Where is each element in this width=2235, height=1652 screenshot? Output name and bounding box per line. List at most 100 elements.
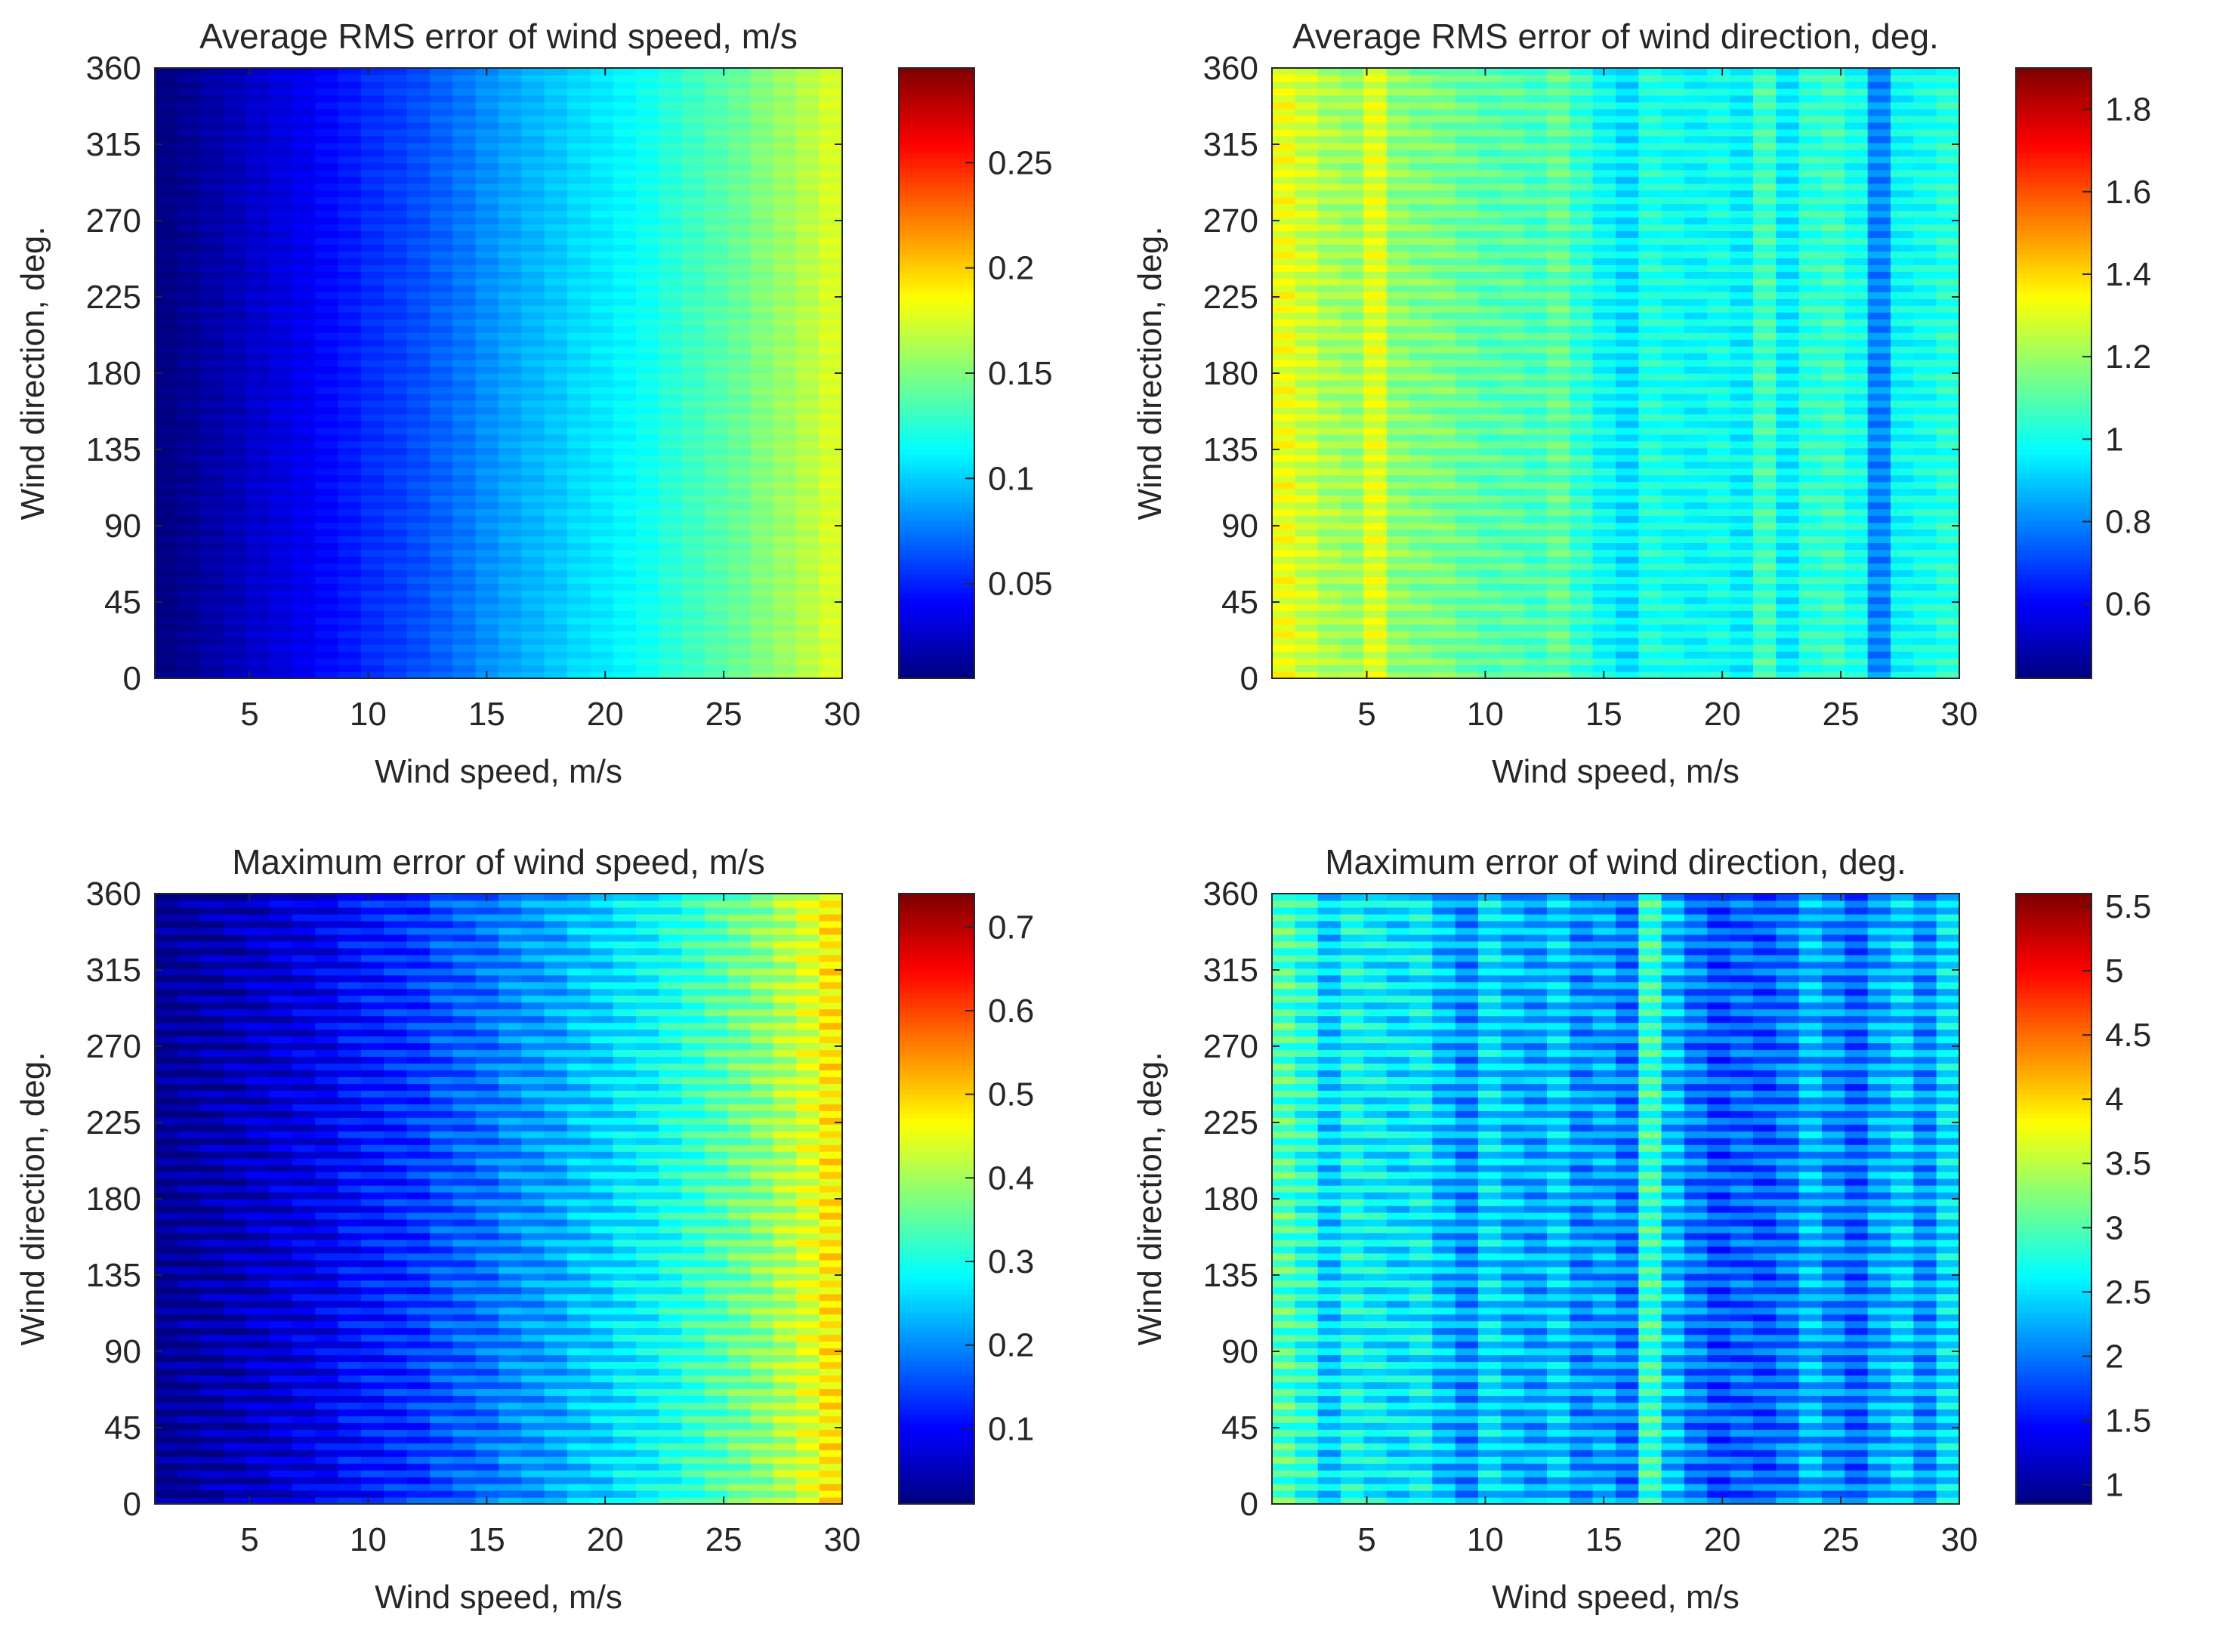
colorbar-band <box>899 582 974 588</box>
heatmap-cell <box>705 149 728 157</box>
heatmap-cell <box>590 393 614 401</box>
heatmap-cell <box>475 319 499 326</box>
heatmap-cell <box>475 631 499 638</box>
heatmap-cell <box>1317 434 1341 442</box>
heatmap-cell <box>727 339 752 347</box>
heatmap-cell <box>1363 434 1388 442</box>
heatmap-cell <box>567 217 591 225</box>
heatmap-cell <box>1776 346 1800 354</box>
heatmap-cell <box>1317 122 1341 130</box>
heatmap-cell <box>1523 264 1548 272</box>
heatmap-cell <box>1363 644 1388 652</box>
heatmap-cell <box>1409 624 1433 631</box>
heatmap-cell <box>1386 549 1410 557</box>
heatmap-cell <box>1386 502 1410 510</box>
heatmap-cell <box>338 508 362 517</box>
heatmap-cell <box>200 556 224 564</box>
heatmap-cell <box>1295 74 1319 82</box>
heatmap-cell <box>1730 658 1754 665</box>
heatmap-cell <box>1638 638 1662 645</box>
heatmap-cell <box>1730 583 1754 591</box>
heatmap-cell <box>1638 373 1662 381</box>
heatmap-cell <box>1317 549 1341 557</box>
heatmap-cell <box>338 237 362 245</box>
heatmap-cell <box>499 617 522 625</box>
heatmap-cell <box>1317 502 1341 510</box>
colorbar-band <box>899 120 974 126</box>
heatmap-cell <box>452 237 477 245</box>
heatmap-cell <box>338 142 362 150</box>
heatmap-cell <box>1501 495 1525 503</box>
heatmap-cell <box>178 210 202 218</box>
heatmap-cell <box>384 522 408 530</box>
heatmap-cell <box>1478 183 1502 191</box>
colorbar-band <box>899 630 974 636</box>
heatmap-cell <box>636 638 659 645</box>
heatmap-cell <box>178 400 202 408</box>
colorbar: 0.050.10.150.20.25 <box>898 67 1053 679</box>
heatmap-cell <box>1386 590 1410 597</box>
heatmap-cell <box>1753 624 1777 631</box>
heatmap-cell <box>1753 298 1777 306</box>
heatmap-cell <box>1501 488 1525 496</box>
heatmap-cell <box>430 379 453 388</box>
heatmap-cell <box>406 68 431 76</box>
heatmap-cell <box>1317 638 1341 645</box>
heatmap-cell <box>1753 658 1777 665</box>
heatmap-cell <box>224 169 247 178</box>
heatmap-cell <box>1730 210 1754 218</box>
heatmap-cell <box>452 68 477 76</box>
heatmap-cell <box>1661 447 1685 455</box>
heatmap-cell <box>705 285 728 292</box>
heatmap-cell <box>269 434 293 442</box>
heatmap-cell <box>796 122 820 130</box>
heatmap-cell <box>246 515 270 523</box>
heatmap-cell <box>796 638 820 645</box>
heatmap-cell <box>499 81 522 89</box>
heatmap-cell <box>819 617 843 625</box>
heatmap-cell <box>200 590 224 597</box>
heatmap-cell <box>338 94 362 103</box>
heatmap-cell <box>1684 610 1708 618</box>
heatmap-cell <box>750 617 774 625</box>
heatmap-cell <box>1684 149 1708 157</box>
heatmap-cell <box>1523 74 1548 82</box>
heatmap-cell <box>1455 271 1479 279</box>
heatmap-cell <box>636 217 659 225</box>
heatmap-cell <box>155 305 178 313</box>
heatmap-cell <box>705 413 728 421</box>
heatmap-cell <box>1547 481 1570 489</box>
heatmap-cell <box>1272 156 1295 164</box>
heatmap-cell <box>1616 393 1639 401</box>
heatmap-cell <box>521 162 545 171</box>
heatmap-cell <box>1363 81 1388 89</box>
heatmap-cell <box>659 413 683 421</box>
heatmap-cell <box>727 353 752 360</box>
heatmap-cell <box>452 135 477 144</box>
heatmap-cell <box>155 447 178 455</box>
heatmap-cell <box>613 108 637 116</box>
heatmap-cell <box>155 326 178 333</box>
heatmap-cell <box>1638 128 1662 137</box>
heatmap-cell <box>613 672 637 679</box>
heatmap-cell <box>452 502 477 510</box>
heatmap-cell <box>452 454 477 462</box>
heatmap-cell <box>178 285 202 292</box>
heatmap-cell <box>819 556 843 564</box>
heatmap-cell <box>178 149 202 157</box>
heatmap-cell <box>1272 360 1295 367</box>
heatmap-cell <box>796 237 820 245</box>
heatmap-cell <box>1616 122 1639 130</box>
heatmap-cell <box>727 305 752 313</box>
heatmap-cell <box>292 440 316 449</box>
heatmap-cell <box>178 631 202 638</box>
heatmap-cell <box>269 190 293 198</box>
heatmap-cell <box>155 651 178 659</box>
heatmap-cell <box>1523 529 1548 537</box>
heatmap-cell <box>1684 360 1708 367</box>
heatmap-cell <box>1638 210 1662 218</box>
heatmap-cell <box>1707 251 1731 258</box>
colorbar-band <box>899 435 974 440</box>
heatmap-cell <box>1592 88 1616 96</box>
colorbar-band <box>899 339 974 345</box>
